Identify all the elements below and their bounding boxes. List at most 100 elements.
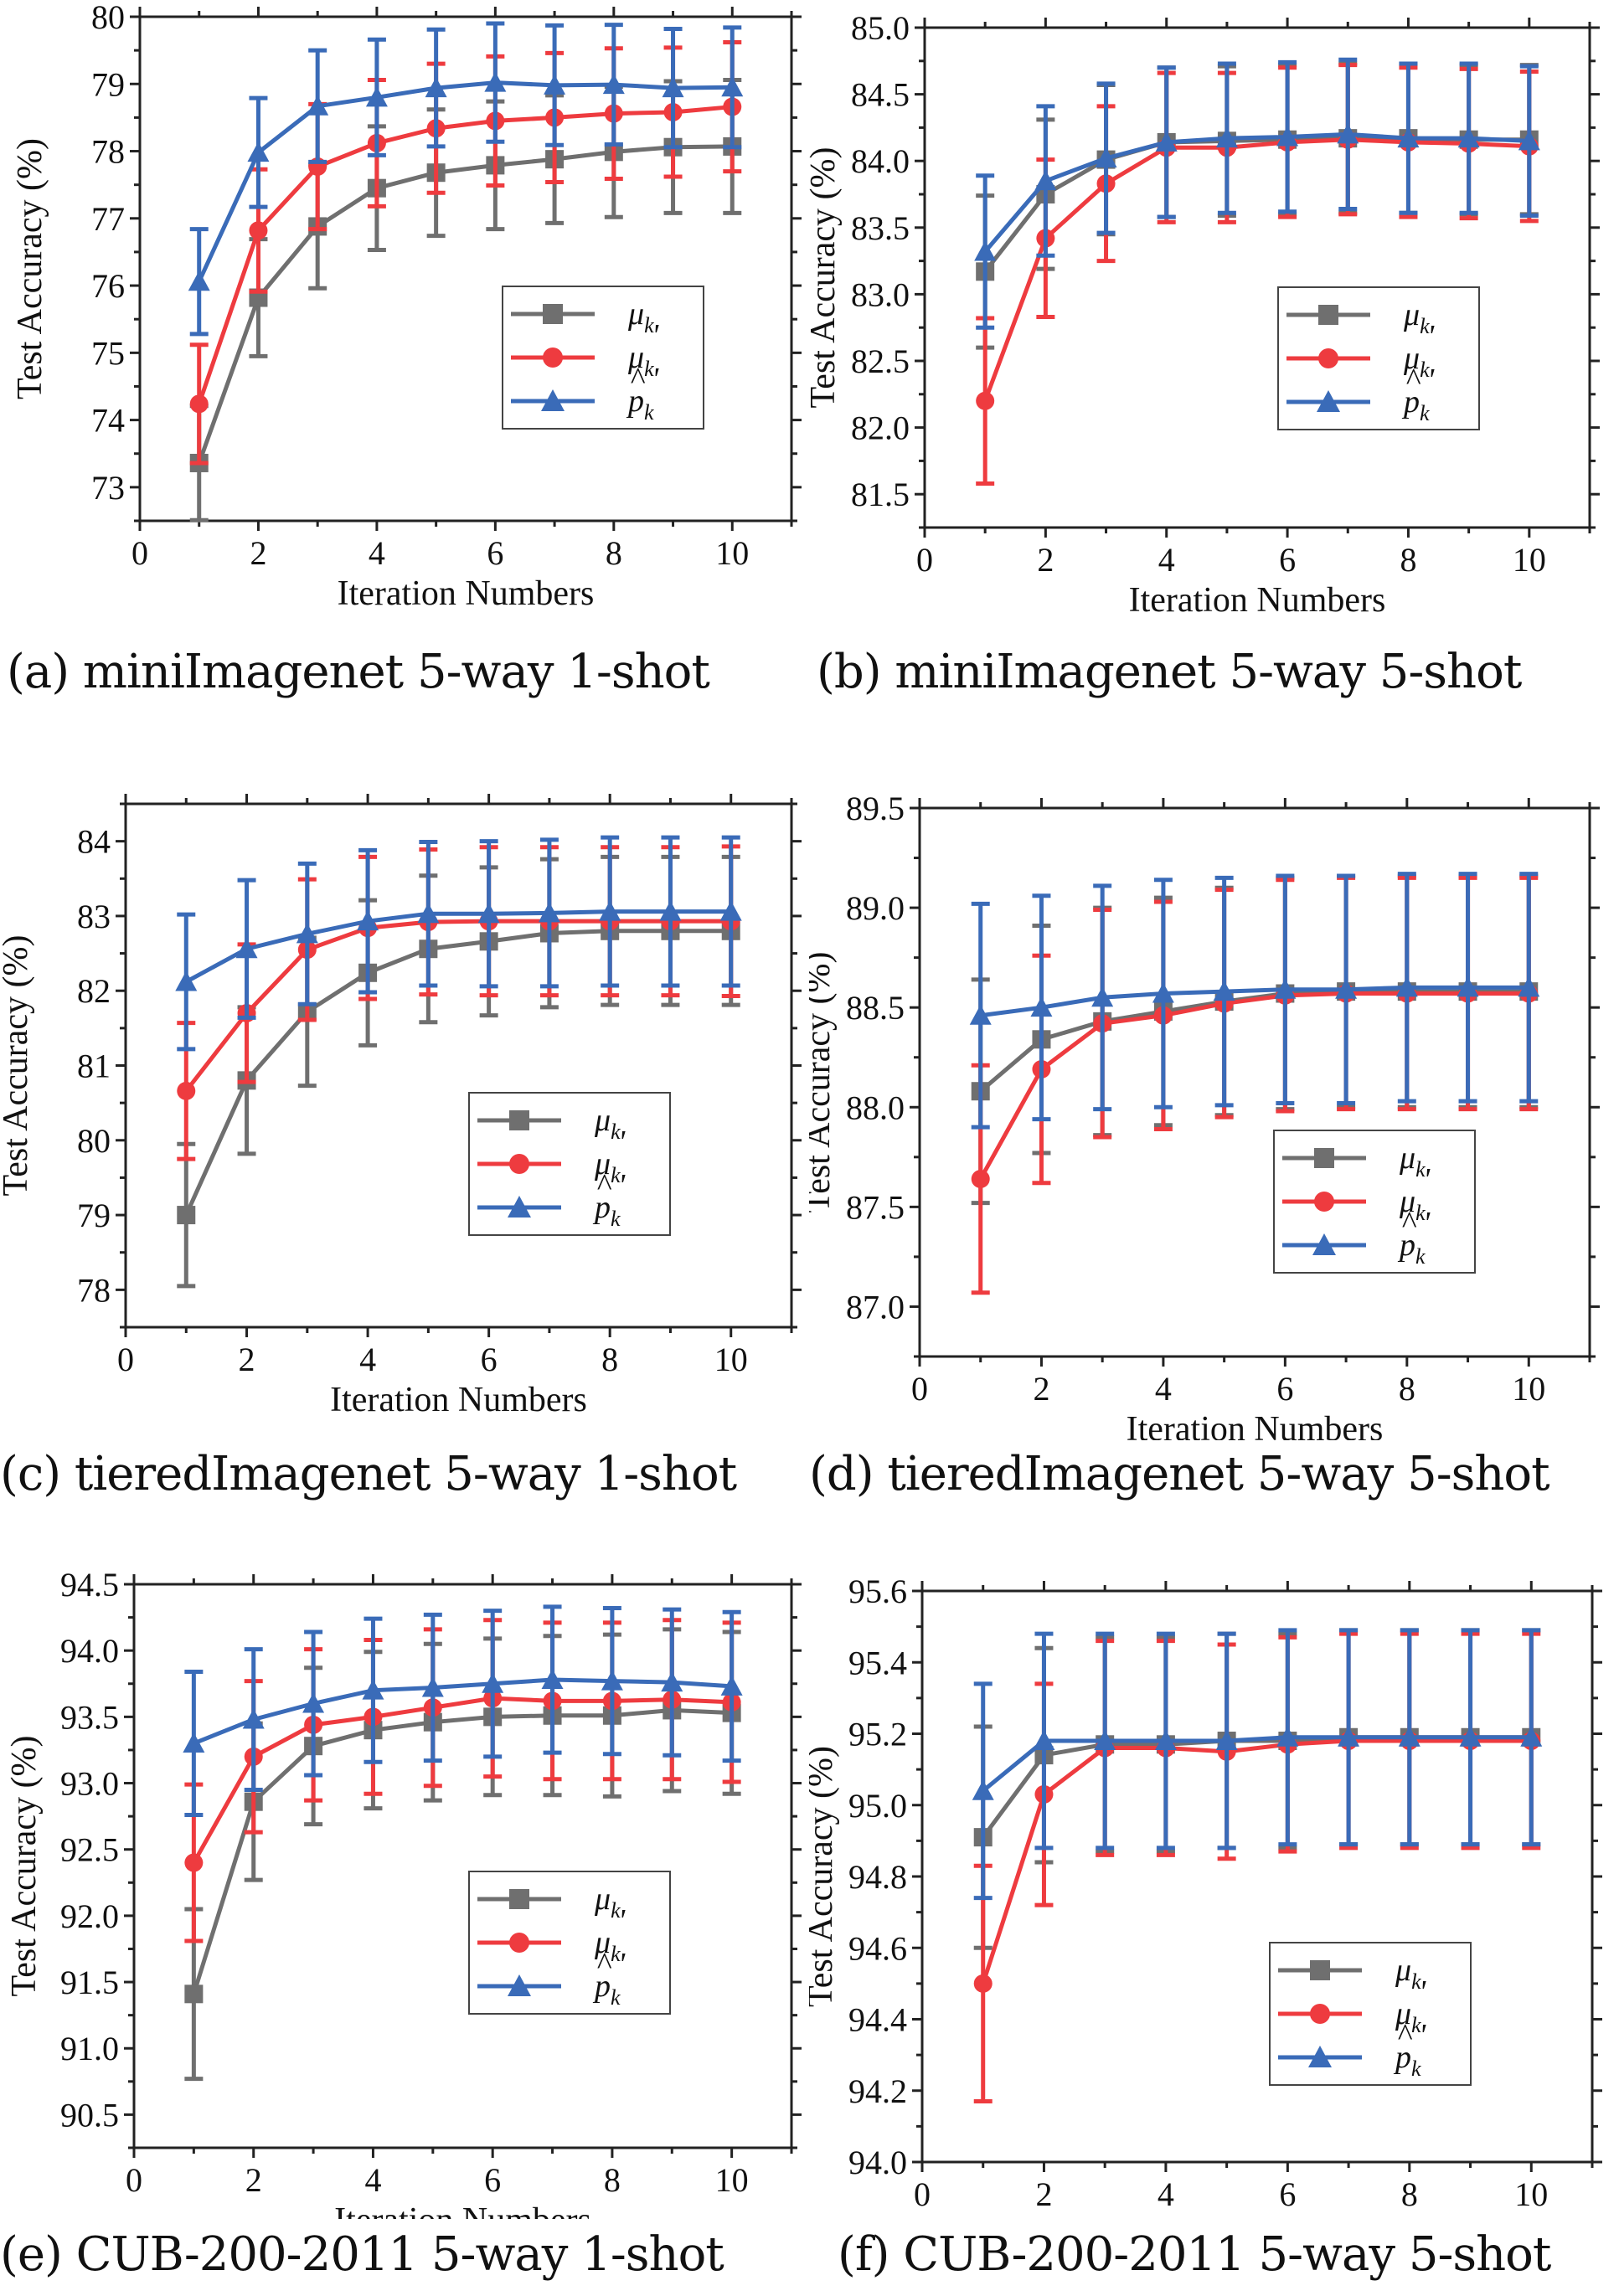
legend-label: pk	[1393, 2040, 1421, 2081]
x-tick-label: 0	[916, 541, 933, 579]
y-tick-label: 78	[77, 1271, 111, 1309]
marker-triangle	[1095, 147, 1117, 168]
y-axis-label: Test Accuracy (%)	[11, 138, 49, 399]
marker-circle	[189, 394, 209, 414]
series-line	[184, 919, 731, 1093]
marker-triangle	[307, 95, 329, 116]
legend-prime: '	[618, 1903, 626, 1938]
marker-triangle	[541, 1669, 564, 1690]
x-tick-label: 0	[126, 2161, 142, 2199]
marker-triangle	[720, 1675, 743, 1696]
chart-d-tiered-5shot: 0 2 4 6 8 10 87.0 87.5 88.0 88.5 89.0 89.5 Iteration…	[809, 770, 1619, 1440]
legend-item-mu_k_prime: μk'	[1282, 1162, 1431, 1225]
marker-triangle	[1398, 1726, 1420, 1747]
y-tick-label: 94.8	[848, 1858, 907, 1896]
marker-triangle	[421, 1676, 444, 1697]
marker-triangle	[1274, 978, 1297, 999]
chart-f-cub-5shot: 0 2 4 6 8 10 94.0 94.2 94.4 94.6 94.8 95.0 95.2 95.4 9…	[809, 1557, 1619, 2219]
legend-label: μk	[1403, 297, 1430, 338]
y-tick-label: 91.5	[60, 1964, 119, 2001]
series-line	[981, 1735, 1532, 1839]
marker-triangle	[508, 1196, 531, 1217]
x-axis-label: Iteration Numbers	[334, 2201, 591, 2219]
legend-box	[502, 286, 704, 430]
series-line	[979, 989, 1529, 1094]
legend-label: μk	[1395, 1953, 1421, 1994]
series-line	[983, 131, 1529, 254]
y-tick-label: 95.0	[848, 1787, 907, 1825]
y-tick-label: 88.5	[846, 989, 905, 1027]
x-tick-label: 8	[601, 1341, 618, 1378]
y-tick-label: 85.0	[851, 9, 910, 47]
x-axis-label: Iteration Numbers	[338, 574, 595, 613]
legend-item-mu_k: μk	[511, 296, 654, 337]
marker-square	[509, 1110, 529, 1130]
marker-triangle	[1337, 123, 1359, 144]
legend-prime: '	[652, 318, 659, 353]
series-line	[192, 1696, 732, 1864]
marker-triangle	[721, 76, 744, 97]
marker-triangle	[1520, 1726, 1543, 1747]
x-tick-label: 2	[239, 1341, 255, 1378]
legend-label: pk	[1397, 1228, 1426, 1269]
y-axis-label: Test Accuracy (%)	[0, 935, 35, 1197]
y-tick-label: 87.0	[846, 1288, 905, 1326]
legend-item-p_hat_k_prime: pk'^	[1282, 1206, 1431, 1269]
x-tick-label: 2	[250, 534, 266, 572]
legend-prime: '	[1427, 363, 1435, 398]
y-tick-label: 84.0	[851, 142, 910, 180]
x-tick-label: 4	[364, 2161, 381, 2199]
marker-triangle	[188, 270, 210, 291]
marker-triangle	[1094, 1730, 1116, 1751]
x-tick-label: 4	[1158, 2175, 1174, 2213]
legend-prime: '	[1423, 1206, 1431, 1241]
series-line	[980, 985, 1529, 1018]
y-tick-label: 83.0	[851, 275, 910, 313]
legend-hat: ^	[1401, 1206, 1417, 1241]
legend-label: μk	[627, 340, 654, 381]
marker-square	[1310, 1960, 1330, 1980]
x-tick-label: 10	[715, 534, 749, 572]
x-tick-label: 10	[715, 2161, 749, 2199]
legend-item-mu_k: μk	[477, 1103, 621, 1144]
plot-frame	[920, 1589, 1594, 2164]
marker-circle	[184, 1853, 204, 1872]
marker-circle	[971, 1170, 990, 1189]
series-p_hat_k_prime	[974, 57, 1540, 330]
legend-item-mu_k: μk	[477, 1882, 621, 1923]
marker-square	[509, 1889, 529, 1909]
plot-frame	[132, 1583, 793, 2149]
legend-item-p_hat_k_prime: pk'^	[477, 1947, 626, 2010]
x-tick-label: 2	[1035, 2175, 1052, 2213]
y-tick-label: 94.0	[60, 1632, 119, 1670]
marker-triangle	[477, 903, 500, 924]
x-tick-label: 2	[1033, 1370, 1049, 1408]
y-tick-label: 95.6	[848, 1573, 907, 1610]
caption-c: (c) tieredImagenet 5-way 1-shot	[0, 1447, 737, 1501]
marker-circle	[509, 1933, 529, 1953]
marker-triangle	[1312, 1233, 1336, 1255]
marker-square	[1314, 1148, 1334, 1168]
marker-square	[177, 1206, 196, 1225]
legend-label: pk	[592, 1969, 621, 2010]
series-line	[982, 137, 1529, 402]
legend-item-mu_k: μk	[1282, 1140, 1426, 1181]
legend-prime: '	[618, 1168, 626, 1203]
legend-label: pk	[626, 384, 654, 425]
marker-triangle	[1335, 978, 1358, 999]
legend-prime: '	[1419, 2018, 1426, 2053]
plot-frame	[124, 802, 793, 1329]
y-tick-label: 93.0	[60, 1765, 119, 1803]
caption-b: (b) miniImagenet 5-way 5-shot	[817, 645, 1522, 699]
x-tick-label: 6	[1279, 2175, 1296, 2213]
legend-prime: '	[1427, 319, 1435, 354]
chart-svg: 0 2 4 6 8 10 94.0 94.2 94.4 94.6 94.8 95.0 95.2 95.4 9…	[809, 1573, 1602, 2219]
series-line	[982, 1735, 1532, 1793]
x-tick-label: 6	[484, 2161, 501, 2199]
series-line	[197, 80, 733, 283]
x-tick-label: 4	[1158, 541, 1175, 579]
x-tick-label: 4	[369, 534, 385, 572]
